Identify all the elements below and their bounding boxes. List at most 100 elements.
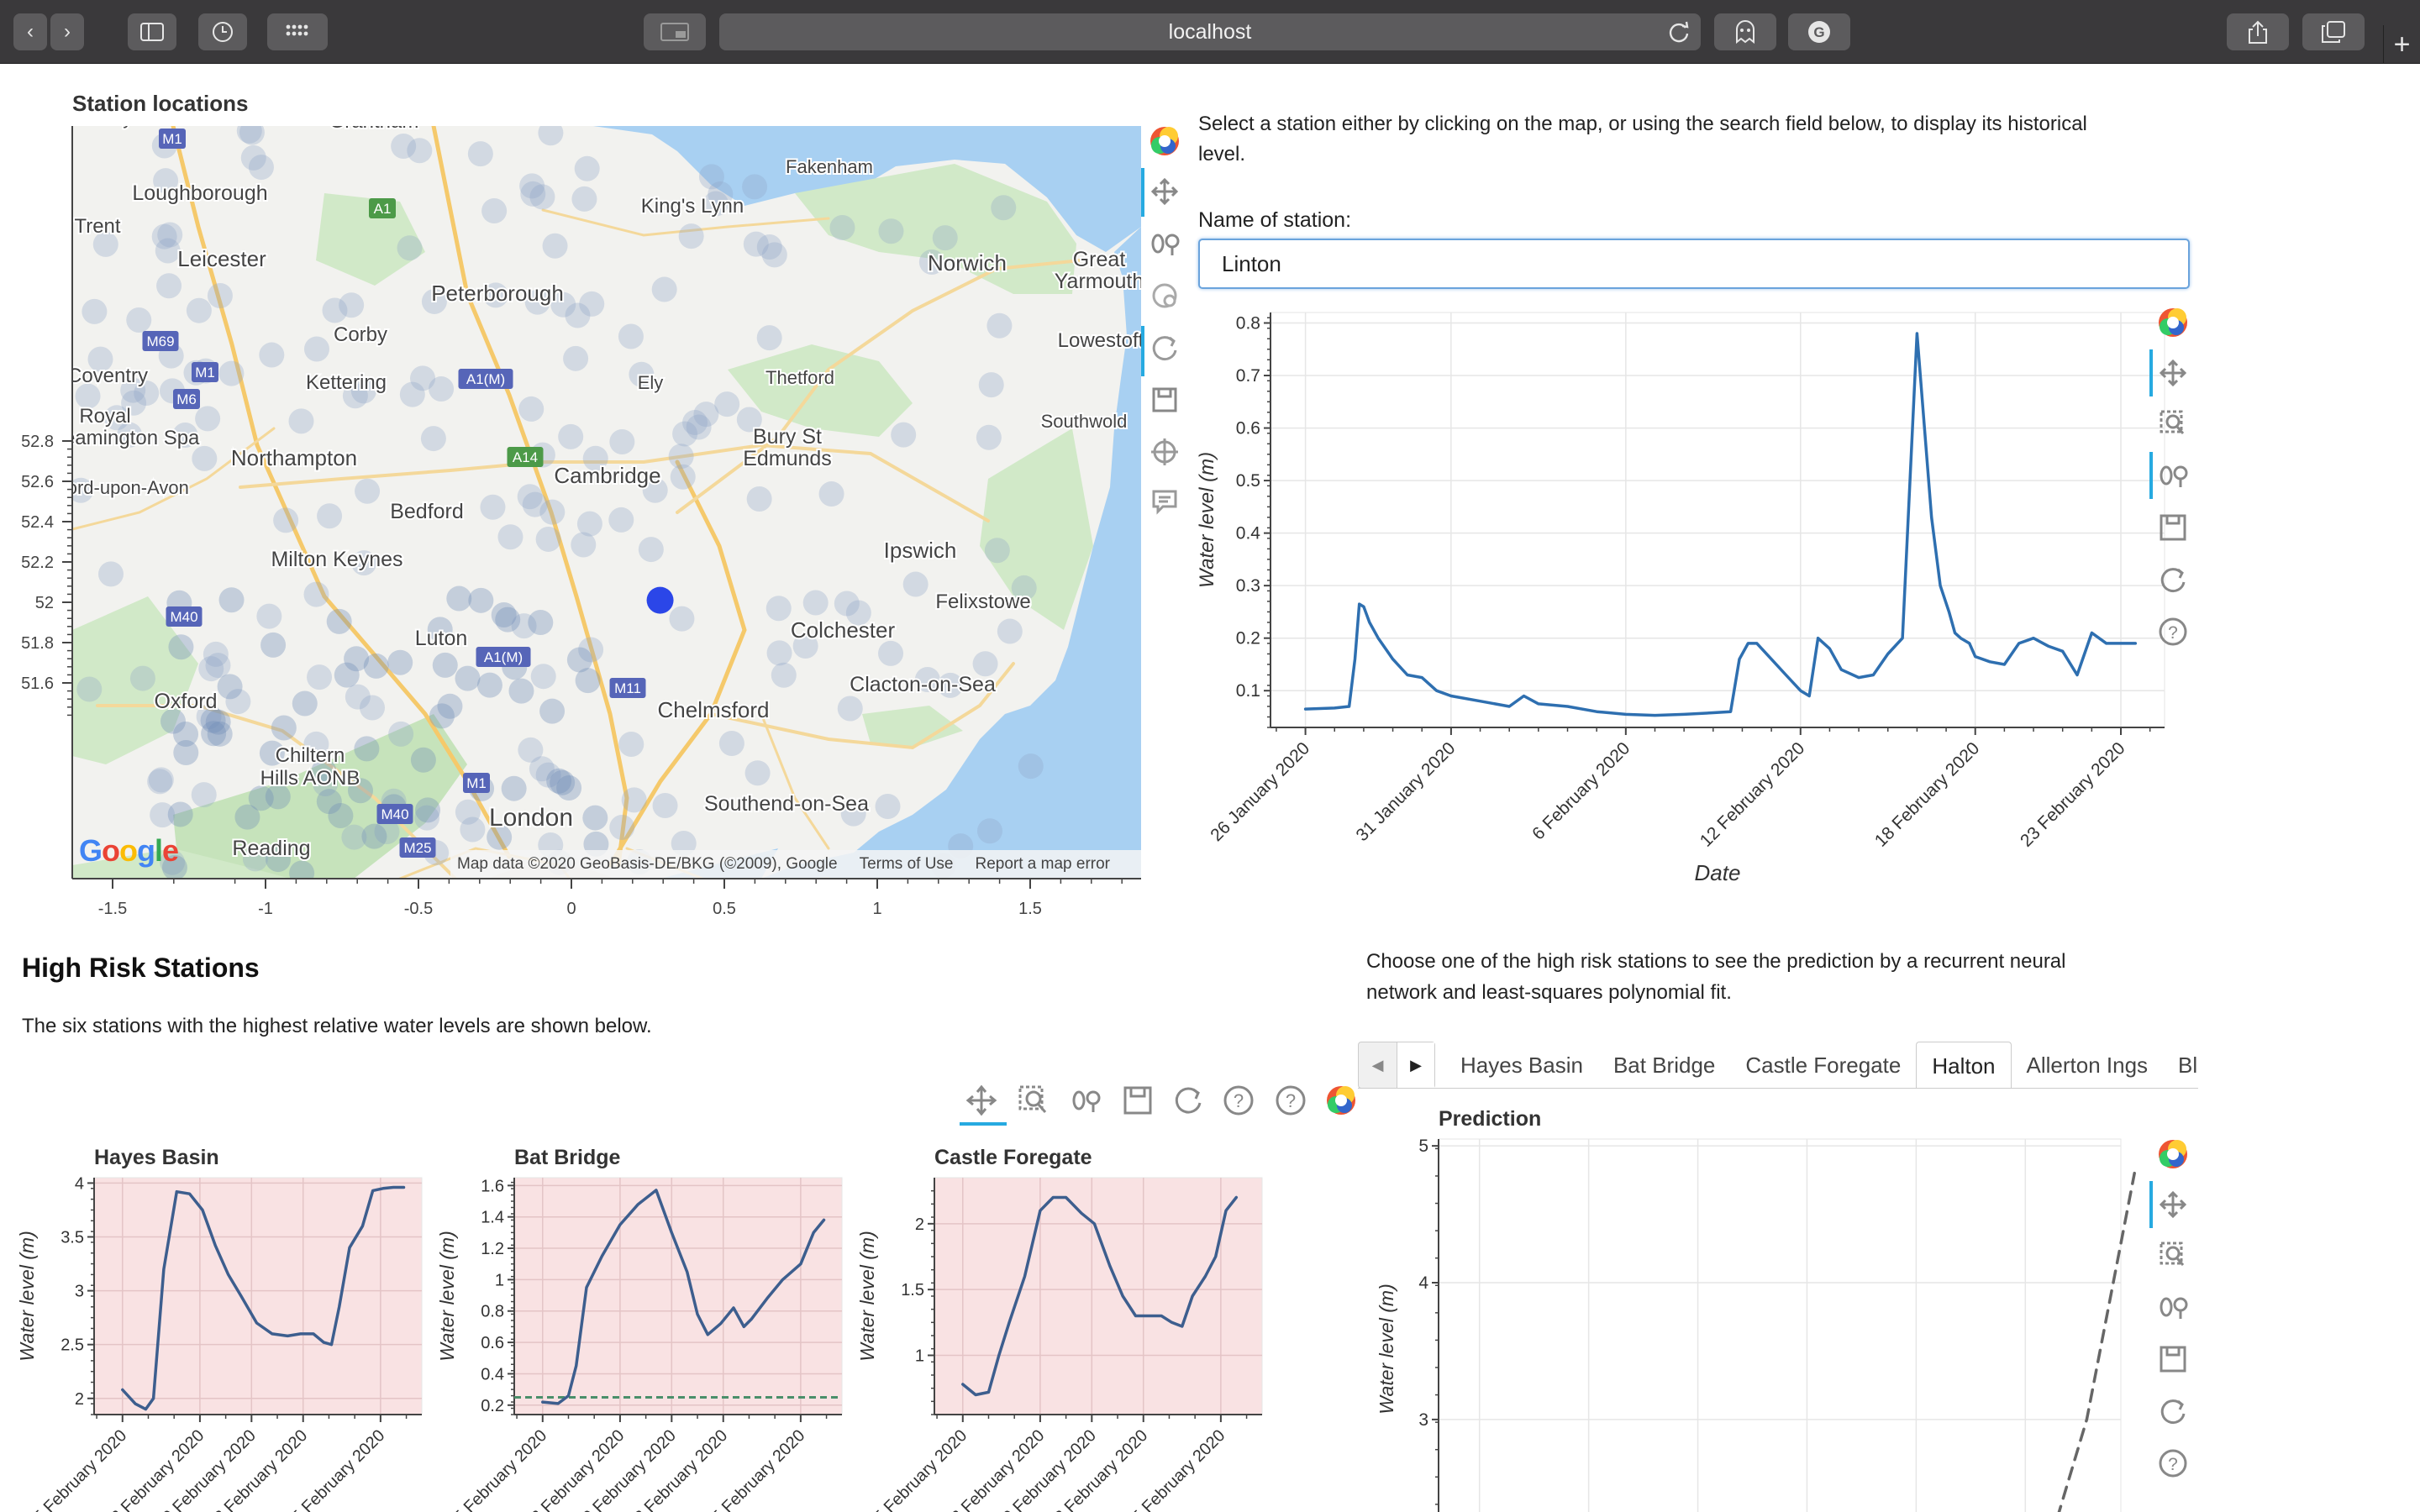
address-bar[interactable]: localhost: [719, 13, 1701, 50]
station-marker[interactable]: [82, 298, 108, 324]
station-marker[interactable]: [391, 133, 417, 159]
station-marker[interactable]: [765, 596, 792, 622]
station-marker[interactable]: [313, 771, 339, 797]
station-marker[interactable]: [535, 526, 561, 552]
apps-button[interactable]: [267, 13, 328, 50]
station-marker[interactable]: [218, 587, 245, 613]
station-marker[interactable]: [511, 613, 537, 639]
station-marker[interactable]: [153, 168, 179, 194]
station-marker[interactable]: [530, 664, 556, 690]
new-tab-button[interactable]: +: [2383, 25, 2420, 64]
bokeh-logo-icon[interactable]: [1150, 127, 1179, 155]
station-marker[interactable]: [609, 814, 635, 840]
station-marker[interactable]: [303, 731, 329, 757]
station-marker[interactable]: [672, 421, 698, 447]
station-marker[interactable]: [986, 312, 1013, 339]
station-marker[interactable]: [529, 756, 555, 782]
station-marker[interactable]: [608, 507, 634, 533]
station-marker[interactable]: [134, 380, 160, 406]
station-marker[interactable]: [414, 805, 440, 831]
station-marker[interactable]: [582, 445, 608, 471]
station-marker[interactable]: [148, 767, 174, 793]
station-marker[interactable]: [259, 740, 285, 766]
prediction-chart[interactable]: 2345PredictionWater level (m): [1361, 1094, 2202, 1512]
station-marker[interactable]: [629, 361, 655, 387]
station-marker[interactable]: [410, 365, 436, 391]
tab-hayes-basin[interactable]: Hayes Basin: [1460, 1053, 1583, 1078]
station-marker[interactable]: [303, 336, 329, 362]
station-marker[interactable]: [698, 164, 724, 190]
station-marker[interactable]: [476, 672, 502, 698]
station-marker[interactable]: [317, 503, 343, 529]
station-marker[interactable]: [524, 289, 550, 315]
station-marker[interactable]: [878, 218, 904, 244]
station-marker[interactable]: [487, 824, 513, 850]
station-marker[interactable]: [736, 407, 762, 433]
station-marker[interactable]: [571, 532, 597, 558]
reset-icon[interactable]: [2160, 1399, 2186, 1425]
tabs-button[interactable]: [2302, 13, 2365, 50]
tab-halton[interactable]: Halton: [1916, 1042, 2012, 1088]
station-marker[interactable]: [766, 640, 792, 666]
station-marker[interactable]: [236, 126, 262, 144]
station-marker[interactable]: [117, 422, 143, 448]
station-marker[interactable]: [746, 486, 772, 512]
sidebar-button[interactable]: [128, 13, 176, 50]
station-marker[interactable]: [399, 381, 425, 407]
station-marker[interactable]: [129, 665, 155, 691]
station-marker[interactable]: [482, 282, 508, 308]
station-marker[interactable]: [491, 602, 517, 628]
station-marker[interactable]: [609, 428, 635, 454]
station-marker[interactable]: [75, 383, 101, 409]
station-marker[interactable]: [363, 653, 389, 679]
station-marker[interactable]: [668, 444, 694, 470]
station-marker[interactable]: [539, 698, 566, 724]
station-marker[interactable]: [289, 860, 315, 879]
station-marker[interactable]: [207, 721, 233, 747]
station-marker[interactable]: [761, 242, 787, 268]
station-marker[interactable]: [342, 383, 368, 409]
wheel-zoom-icon[interactable]: [2160, 465, 2188, 487]
station-marker[interactable]: [303, 581, 329, 607]
station-marker[interactable]: [682, 409, 708, 435]
pan-icon[interactable]: [1150, 177, 1179, 206]
station-marker[interactable]: [432, 652, 458, 678]
grammarly-button[interactable]: G: [1788, 13, 1850, 50]
station-marker[interactable]: [528, 610, 554, 636]
station-marker[interactable]: [307, 664, 333, 690]
station-marker[interactable]: [460, 816, 486, 843]
station-marker[interactable]: [126, 307, 152, 333]
station-marker[interactable]: [678, 223, 704, 249]
station-marker[interactable]: [520, 181, 546, 207]
station-marker[interactable]: [248, 155, 274, 181]
extension-button[interactable]: [1714, 13, 1776, 50]
history-button[interactable]: [198, 13, 247, 50]
station-marker[interactable]: [311, 759, 337, 785]
station-marker[interactable]: [256, 603, 282, 629]
station-marker[interactable]: [671, 830, 697, 856]
station-marker[interactable]: [361, 823, 387, 849]
station-marker[interactable]: [546, 768, 572, 794]
bokeh-logo-icon[interactable]: [2159, 1140, 2187, 1168]
terms-link[interactable]: Terms of Use: [859, 855, 954, 873]
station-marker[interactable]: [991, 195, 1017, 221]
station-marker[interactable]: [818, 481, 844, 507]
station-marker[interactable]: [273, 507, 299, 533]
station-marker[interactable]: [260, 632, 287, 658]
station-marker[interactable]: [651, 276, 677, 302]
tab-bat-bridge[interactable]: Bat Bridge: [1612, 1053, 1716, 1078]
station-marker[interactable]: [497, 524, 523, 550]
station-marker[interactable]: [344, 646, 370, 672]
station-marker[interactable]: [538, 126, 564, 146]
save-icon[interactable]: [2160, 1346, 2186, 1373]
hover-icon[interactable]: [1152, 490, 1177, 515]
save-icon[interactable]: [2160, 514, 2186, 541]
station-marker[interactable]: [151, 223, 177, 249]
bat-bridge-chart[interactable]: 0.20.40.60.811.21.41.615 February 202018…: [420, 1132, 857, 1512]
station-marker[interactable]: [351, 550, 377, 576]
station-marker[interactable]: [150, 802, 176, 828]
station-marker[interactable]: [421, 288, 447, 314]
station-marker[interactable]: [240, 144, 266, 171]
station-marker[interactable]: [918, 249, 944, 275]
